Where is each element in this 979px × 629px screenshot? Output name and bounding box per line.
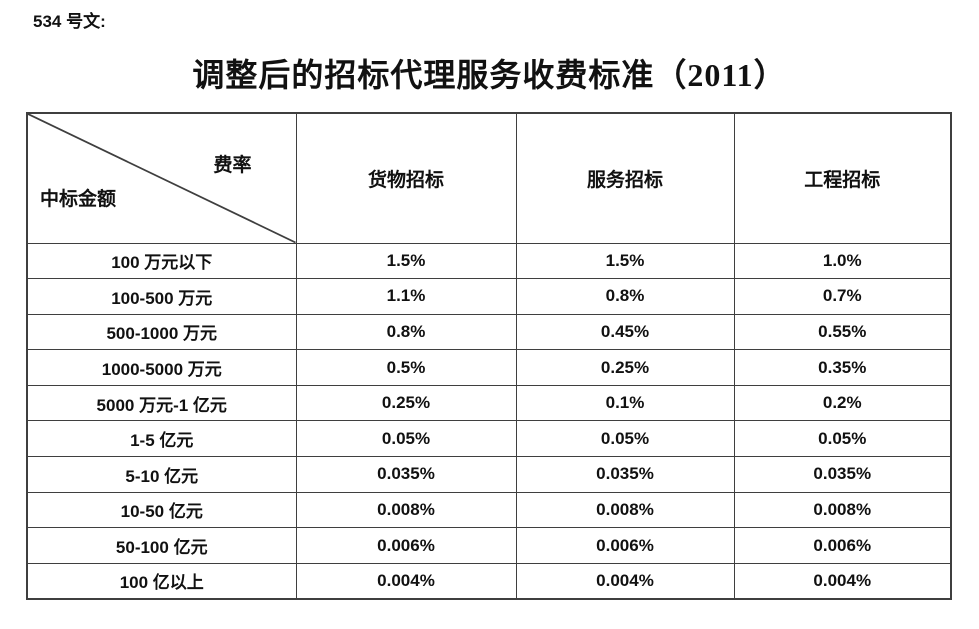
corner-rate-label: 费率	[213, 155, 252, 176]
fee-cell: 0.55%	[733, 313, 952, 351]
diagonal-divider-line	[28, 114, 295, 242]
row-label-cell: 10-50 亿元	[26, 491, 297, 529]
row-label-cell: 1-5 亿元	[26, 420, 297, 458]
page-title: 调整后的招标代理服务收费标准（2011）	[192, 57, 787, 93]
fee-cell: 0.004%	[295, 562, 517, 600]
table-row: 50-100 亿元 0.006% 0.006% 0.006%	[26, 527, 952, 564]
fee-cell: 0.35%	[733, 349, 952, 386]
row-label-cell: 500-1000 万元	[26, 313, 297, 351]
fee-cell: 0.035%	[733, 456, 952, 493]
table-header-row: 费率 中标金额 货物招标 服务招标 工程招标	[26, 112, 952, 244]
table-row: 5000 万元-1 亿元 0.25% 0.1% 0.2%	[26, 384, 952, 422]
diagonal-corner-cell: 费率 中标金额	[26, 112, 297, 244]
fee-cell: 0.006%	[295, 527, 517, 564]
table-row: 5-10 亿元 0.035% 0.035% 0.035%	[26, 456, 952, 493]
fee-cell: 0.2%	[733, 384, 952, 422]
fee-cell: 0.05%	[295, 420, 517, 458]
fee-cell: 0.05%	[515, 420, 735, 458]
table-row: 500-1000 万元 0.8% 0.45% 0.55%	[26, 313, 952, 351]
fee-cell: 0.008%	[733, 491, 952, 529]
fee-cell: 0.25%	[515, 349, 735, 386]
fee-cell: 1.1%	[295, 278, 517, 315]
table-row: 100-500 万元 1.1% 0.8% 0.7%	[26, 278, 952, 315]
fee-cell: 1.0%	[733, 242, 952, 280]
fee-cell: 0.8%	[295, 313, 517, 351]
row-label-cell: 5-10 亿元	[26, 456, 297, 493]
table-row: 10-50 亿元 0.008% 0.008% 0.008%	[26, 491, 952, 529]
fee-cell: 0.006%	[515, 527, 735, 564]
table-row: 100 万元以下 1.5% 1.5% 1.0%	[26, 242, 952, 280]
document-number-label: 534 号文:	[33, 12, 106, 31]
column-header-services: 服务招标	[515, 112, 735, 244]
corner-amount-label: 中标金额	[40, 188, 117, 210]
row-label-cell: 5000 万元-1 亿元	[26, 384, 297, 422]
fee-cell: 0.45%	[515, 313, 735, 351]
row-label-cell: 100 亿以上	[26, 562, 297, 600]
row-label-cell: 100-500 万元	[26, 278, 297, 315]
fee-cell: 0.008%	[295, 491, 517, 529]
row-label-cell: 50-100 亿元	[26, 527, 297, 564]
fee-cell: 0.008%	[515, 491, 735, 529]
fee-cell: 0.035%	[295, 456, 517, 493]
fee-schedule-table: 费率 中标金额 货物招标 服务招标 工程招标 100 万元以下 1.5% 1.5…	[26, 112, 952, 600]
column-header-engineering: 工程招标	[733, 112, 952, 244]
fee-cell: 0.5%	[295, 349, 517, 386]
table-row: 1-5 亿元 0.05% 0.05% 0.05%	[26, 420, 952, 458]
fee-cell: 0.05%	[733, 420, 952, 458]
fee-cell: 0.035%	[515, 456, 735, 493]
fee-cell: 1.5%	[295, 242, 517, 280]
fee-cell: 0.004%	[733, 562, 952, 600]
column-header-goods: 货物招标	[295, 112, 517, 244]
fee-cell: 1.5%	[515, 242, 735, 280]
fee-cell: 0.7%	[733, 278, 952, 315]
fee-cell: 0.8%	[515, 278, 735, 315]
fee-cell: 0.004%	[515, 562, 735, 600]
fee-cell: 0.25%	[295, 384, 517, 422]
row-label-cell: 100 万元以下	[26, 242, 297, 280]
table-row: 1000-5000 万元 0.5% 0.25% 0.35%	[26, 349, 952, 386]
table-row: 100 亿以上 0.004% 0.004% 0.004%	[26, 562, 952, 600]
fee-cell: 0.006%	[733, 527, 952, 564]
fee-cell: 0.1%	[515, 384, 735, 422]
row-label-cell: 1000-5000 万元	[26, 349, 297, 386]
